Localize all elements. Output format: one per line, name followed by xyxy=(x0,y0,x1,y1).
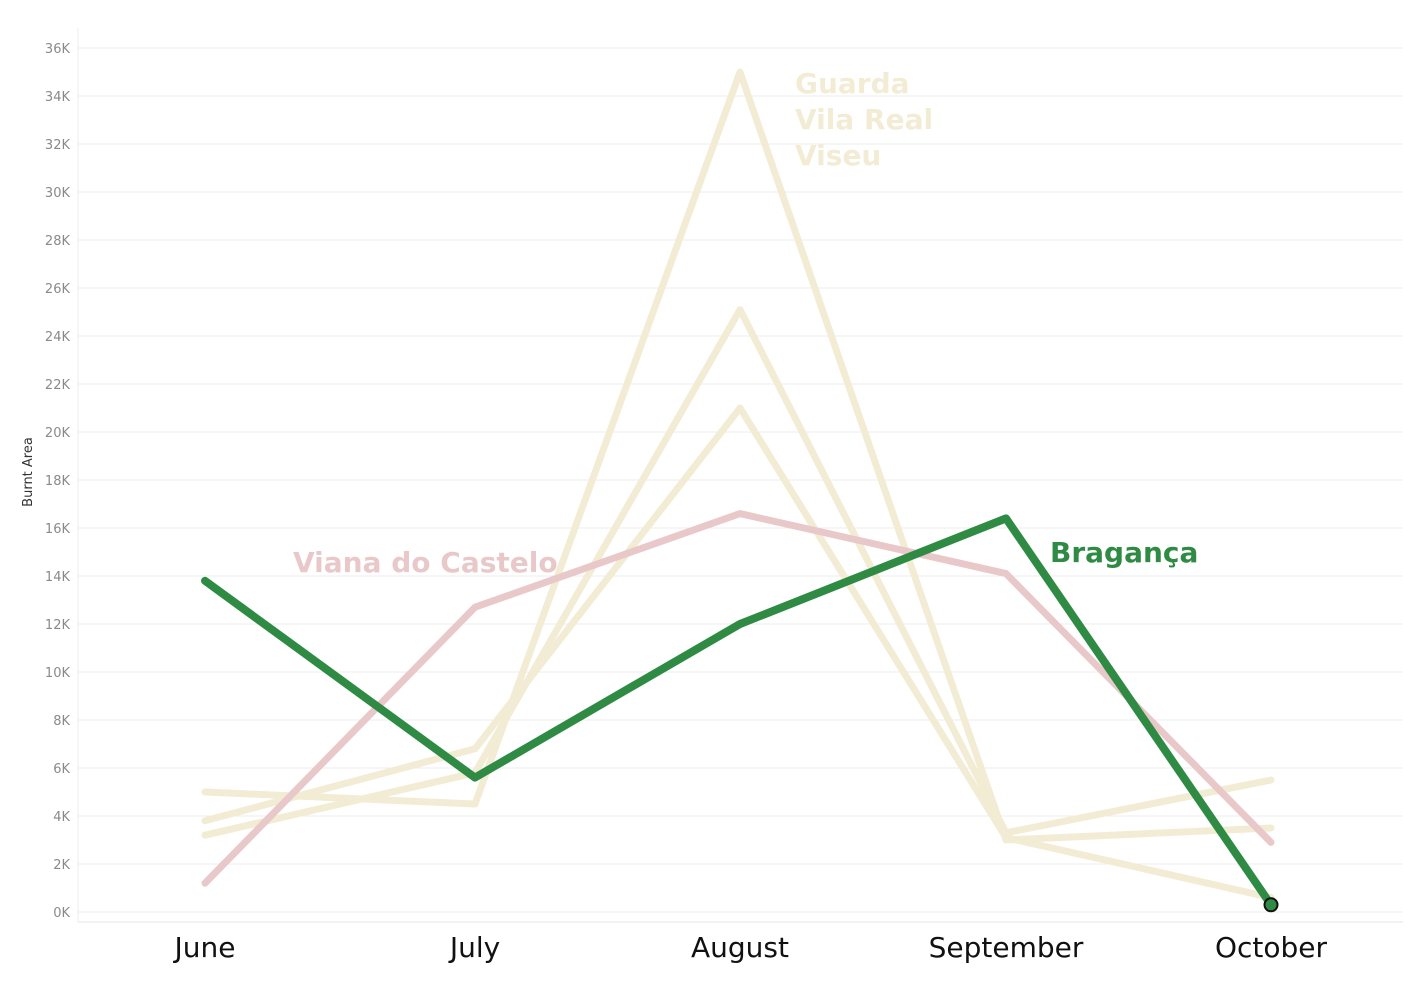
series-line-vila-real xyxy=(201,306,1275,839)
series-label-viseu: Viseu xyxy=(795,139,881,172)
y-tick-label: 32K xyxy=(45,138,71,153)
y-tick-label: 26K xyxy=(45,282,71,297)
y-tick-label: 34K xyxy=(45,90,71,105)
x-tick-label-august: August xyxy=(691,931,789,964)
series-line-bragan-a xyxy=(201,514,1275,909)
series-label-vila-real: Vila Real xyxy=(795,103,933,136)
y-tick-label: 4K xyxy=(53,810,70,825)
y-tick-label: 8K xyxy=(53,714,70,729)
y-tick-label: 16K xyxy=(45,522,71,537)
x-tick-label-october: October xyxy=(1215,931,1328,964)
y-axis-ticks: 0K 2K 4K 6K 8K 10K 12K 14K 16K 18K 20K 22K 24K 26K 28K… xyxy=(45,42,71,921)
y-tick-label: 24K xyxy=(45,330,71,345)
x-axis-ticks: June July August September October xyxy=(173,931,1328,964)
y-tick-label: 0K xyxy=(53,906,70,921)
y-tick-label: 20K xyxy=(45,426,71,441)
y-tick-label: 28K xyxy=(45,234,71,249)
y-tick-label: 14K xyxy=(45,570,71,585)
y-tick-label: 10K xyxy=(45,666,71,681)
series-labels: Guarda Vila Real Viseu Viana do Castelo … xyxy=(293,67,1198,579)
y-tick-label: 30K xyxy=(45,186,71,201)
series-endpoint-marker xyxy=(1263,897,1279,913)
gridlines xyxy=(77,28,1403,923)
y-tick-label: 36K xyxy=(45,42,71,57)
series-lines xyxy=(201,68,1279,913)
y-axis-label: Burnt Area xyxy=(21,437,36,507)
y-tick-label: 22K xyxy=(45,378,71,393)
y-tick-label: 18K xyxy=(45,474,71,489)
y-tick-label: 2K xyxy=(53,858,70,873)
x-tick-label-september: September xyxy=(929,931,1084,964)
series-line-guarda xyxy=(201,68,1275,844)
x-tick-label-june: June xyxy=(173,931,236,964)
y-tick-label: 12K xyxy=(45,618,71,633)
y-tick-label: 6K xyxy=(53,762,70,777)
x-tick-label-july: July xyxy=(448,931,500,964)
series-label-braganca: Bragança xyxy=(1050,536,1198,569)
series-line-viana-do-castelo xyxy=(201,510,1275,887)
series-label-guarda: Guarda xyxy=(795,67,910,100)
series-line-viseu xyxy=(201,404,1275,902)
series-label-viana-do-castelo: Viana do Castelo xyxy=(293,546,558,579)
